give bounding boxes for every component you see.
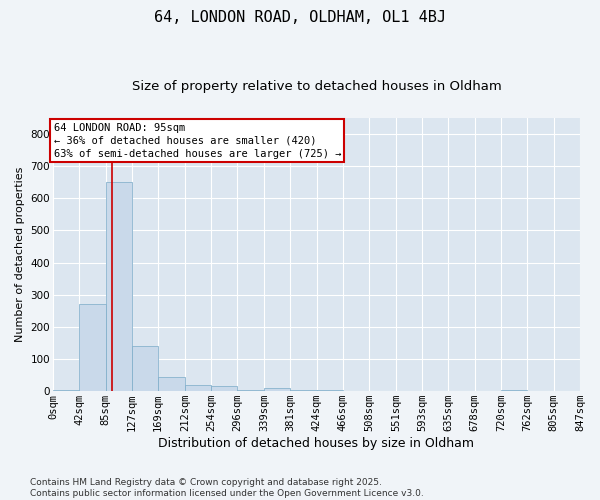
Bar — [211, 386, 237, 391]
Text: 64, LONDON ROAD, OLDHAM, OL1 4BJ: 64, LONDON ROAD, OLDHAM, OL1 4BJ — [154, 10, 446, 25]
Bar — [290, 390, 317, 391]
Bar — [264, 388, 290, 391]
Bar — [317, 390, 343, 391]
Bar — [185, 384, 211, 391]
Bar — [501, 390, 527, 391]
Text: Contains HM Land Registry data © Crown copyright and database right 2025.
Contai: Contains HM Land Registry data © Crown c… — [30, 478, 424, 498]
Title: Size of property relative to detached houses in Oldham: Size of property relative to detached ho… — [131, 80, 502, 93]
Bar — [132, 346, 158, 391]
Bar — [79, 304, 106, 391]
Text: 64 LONDON ROAD: 95sqm
← 36% of detached houses are smaller (420)
63% of semi-det: 64 LONDON ROAD: 95sqm ← 36% of detached … — [53, 122, 341, 159]
Bar — [158, 376, 185, 391]
Bar — [106, 182, 132, 391]
Y-axis label: Number of detached properties: Number of detached properties — [15, 167, 25, 342]
Bar — [237, 390, 264, 391]
X-axis label: Distribution of detached houses by size in Oldham: Distribution of detached houses by size … — [158, 437, 475, 450]
Bar — [53, 390, 79, 391]
